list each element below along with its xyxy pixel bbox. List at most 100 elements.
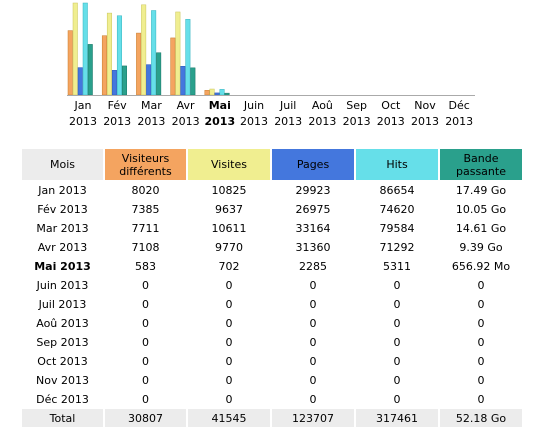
cell-pages: 0 xyxy=(309,316,317,330)
cell-hits: 74620 xyxy=(379,202,415,216)
month-label-name: Juin xyxy=(243,99,265,112)
bar-bande-passante-0 xyxy=(87,44,93,96)
header-visitors: Visiteurs différents xyxy=(105,149,186,180)
cell-pages: 0 xyxy=(309,392,317,406)
header-month: Mois xyxy=(22,149,103,180)
monthly-bar-chart xyxy=(67,2,475,96)
month-label: Déc 2013 xyxy=(442,98,476,130)
cell-visitors: 7711 xyxy=(131,221,160,235)
cell-month: Aoû 2013 xyxy=(36,316,89,330)
total-month: Total xyxy=(22,409,103,427)
cell-bandwidth: 10.05 Go xyxy=(455,202,507,216)
month-label: Juil 2013 xyxy=(271,98,305,130)
cell-visits: 702 xyxy=(218,259,240,273)
cell-hits: 79584 xyxy=(379,221,415,235)
cell-month: Avr 2013 xyxy=(37,240,88,254)
total-pages: 123707 xyxy=(272,409,354,427)
table-row: Fév 2013 7385 9637 26975 74620 10.05 Go xyxy=(22,200,522,218)
month-label-name: Déc xyxy=(448,99,470,112)
cell-bandwidth: 9.39 Go xyxy=(459,240,503,254)
month-label-year: 2013 xyxy=(69,115,97,128)
month-label-name: Avr xyxy=(176,99,195,112)
month-label: Oct 2013 xyxy=(374,98,408,130)
month-label: Juin 2013 xyxy=(237,98,271,130)
bar-pages-0 xyxy=(77,67,83,96)
table-row: Oct 2013 0 0 0 0 0 xyxy=(22,352,522,370)
cell-pages: 0 xyxy=(309,278,317,292)
monthly-stats-table: Mois Visiteurs différents Visites Pages … xyxy=(20,148,524,428)
month-label-name: Mar xyxy=(141,99,162,112)
cell-pages: 31360 xyxy=(295,240,331,254)
bar-hits-3 xyxy=(185,19,191,96)
cell-pages: 0 xyxy=(309,297,317,311)
cell-month: Fév 2013 xyxy=(37,202,88,216)
cell-hits: 0 xyxy=(393,392,401,406)
cell-month: Mai 2013 xyxy=(34,259,91,273)
bar-pages-2 xyxy=(146,64,152,96)
cell-pages: 2285 xyxy=(299,259,327,273)
cell-month: Oct 2013 xyxy=(37,354,88,368)
month-label-name: Jan xyxy=(74,99,92,112)
cell-bandwidth: 0 xyxy=(477,278,485,292)
cell-bandwidth: 0 xyxy=(477,354,485,368)
header-visits: Visites xyxy=(188,149,270,180)
header-bandwidth-line1: Bande xyxy=(463,151,499,165)
total-visitors: 30807 xyxy=(105,409,186,427)
month-label: Nov 2013 xyxy=(408,98,442,130)
month-label-year: 2013 xyxy=(274,115,303,128)
cell-hits: 0 xyxy=(393,373,401,387)
table-row: Mar 2013 7711 10611 33164 79584 14.61 Go xyxy=(22,219,522,237)
cell-bandwidth: 0 xyxy=(477,297,485,311)
cell-month: Jan 2013 xyxy=(38,183,87,197)
bar-visites-0 xyxy=(72,2,78,96)
cell-pages: 0 xyxy=(309,354,317,368)
header-bandwidth-line2: passante xyxy=(456,164,506,178)
cell-month: Juil 2013 xyxy=(38,297,87,311)
table-row: Déc 2013 0 0 0 0 0 xyxy=(22,390,522,408)
bar-hits-4 xyxy=(219,89,225,96)
cell-hits: 0 xyxy=(393,354,401,368)
cell-visits: 0 xyxy=(225,392,233,406)
month-label-year: 2013 xyxy=(103,115,132,128)
month-label-year: 2013 xyxy=(171,115,200,128)
month-label: Mar 2013 xyxy=(134,98,168,130)
header-visitors-line1: Visiteurs xyxy=(121,151,170,165)
bar-visiteurs-différents-1 xyxy=(101,35,107,96)
bar-hits-1 xyxy=(116,15,122,96)
cell-visitors: 0 xyxy=(142,354,149,368)
header-pages: Pages xyxy=(272,149,354,180)
bar-bande-passante-1 xyxy=(121,65,127,96)
bar-hits-0 xyxy=(82,2,88,96)
cell-bandwidth: 656.92 Mo xyxy=(451,259,511,273)
bar-bande-passante-3 xyxy=(190,67,196,96)
cell-visitors: 0 xyxy=(142,373,149,387)
cell-hits: 0 xyxy=(393,316,401,330)
cell-visitors: 8020 xyxy=(131,183,160,197)
bar-pages-1 xyxy=(111,70,117,96)
cell-visitors: 583 xyxy=(135,259,156,273)
cell-hits: 0 xyxy=(393,297,401,311)
cell-visits: 10825 xyxy=(211,183,247,197)
table-row: Sep 2013 0 0 0 0 0 xyxy=(22,333,522,351)
month-label: Sep 2013 xyxy=(340,98,374,130)
month-label-name: Sep xyxy=(346,99,367,112)
month-label-year: 2013 xyxy=(411,115,439,128)
bar-visites-2 xyxy=(141,4,147,96)
cell-visitors: 0 xyxy=(142,335,149,349)
month-label: Mai 2013 xyxy=(203,98,237,130)
month-label-name: Juil xyxy=(280,99,297,112)
month-label-year: 2013 xyxy=(342,115,371,128)
cell-bandwidth: 14.61 Go xyxy=(455,221,507,235)
cell-visits: 0 xyxy=(225,335,233,349)
header-bandwidth: Bande passante xyxy=(440,149,522,180)
cell-hits: 0 xyxy=(393,335,401,349)
month-label-year: 2013 xyxy=(308,115,337,128)
cell-visits: 9637 xyxy=(215,202,243,216)
month-label-year: 2013 xyxy=(240,115,268,128)
cell-hits: 86654 xyxy=(379,183,415,197)
bar-visiteurs-différents-2 xyxy=(136,32,142,96)
bar-pages-4 xyxy=(214,92,220,96)
total-visits: 41545 xyxy=(188,409,270,427)
cell-pages: 0 xyxy=(309,373,317,387)
header-visitors-line2: différents xyxy=(119,164,172,178)
